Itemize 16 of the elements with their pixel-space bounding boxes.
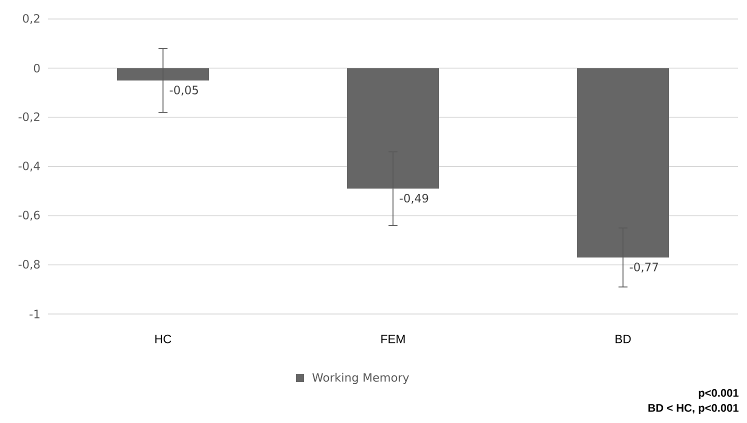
x-tick-label: FEM bbox=[381, 334, 405, 344]
y-tick-label: -1 bbox=[30, 310, 40, 318]
y-tick-label: -0,4 bbox=[18, 162, 40, 172]
text: BD < HC, p<0.001 bbox=[648, 404, 738, 414]
legend-label: Working Memory bbox=[312, 372, 409, 384]
text: p<0.001 bbox=[698, 389, 739, 399]
x-tick-label: BD bbox=[616, 334, 631, 344]
y-tick-label: 0,2 bbox=[22, 14, 40, 24]
y-tick-label: -0,2 bbox=[18, 112, 40, 122]
data-label: -0,77 bbox=[630, 262, 658, 273]
data-label: -0,49 bbox=[400, 194, 428, 204]
y-tick-label: 0 bbox=[34, 64, 40, 73]
y-tick-label: -0,8 bbox=[18, 260, 40, 270]
x-tick-label: HC bbox=[155, 334, 172, 344]
data-label: -0,05 bbox=[170, 86, 198, 96]
y-tick-label: -0,6 bbox=[18, 210, 40, 221]
